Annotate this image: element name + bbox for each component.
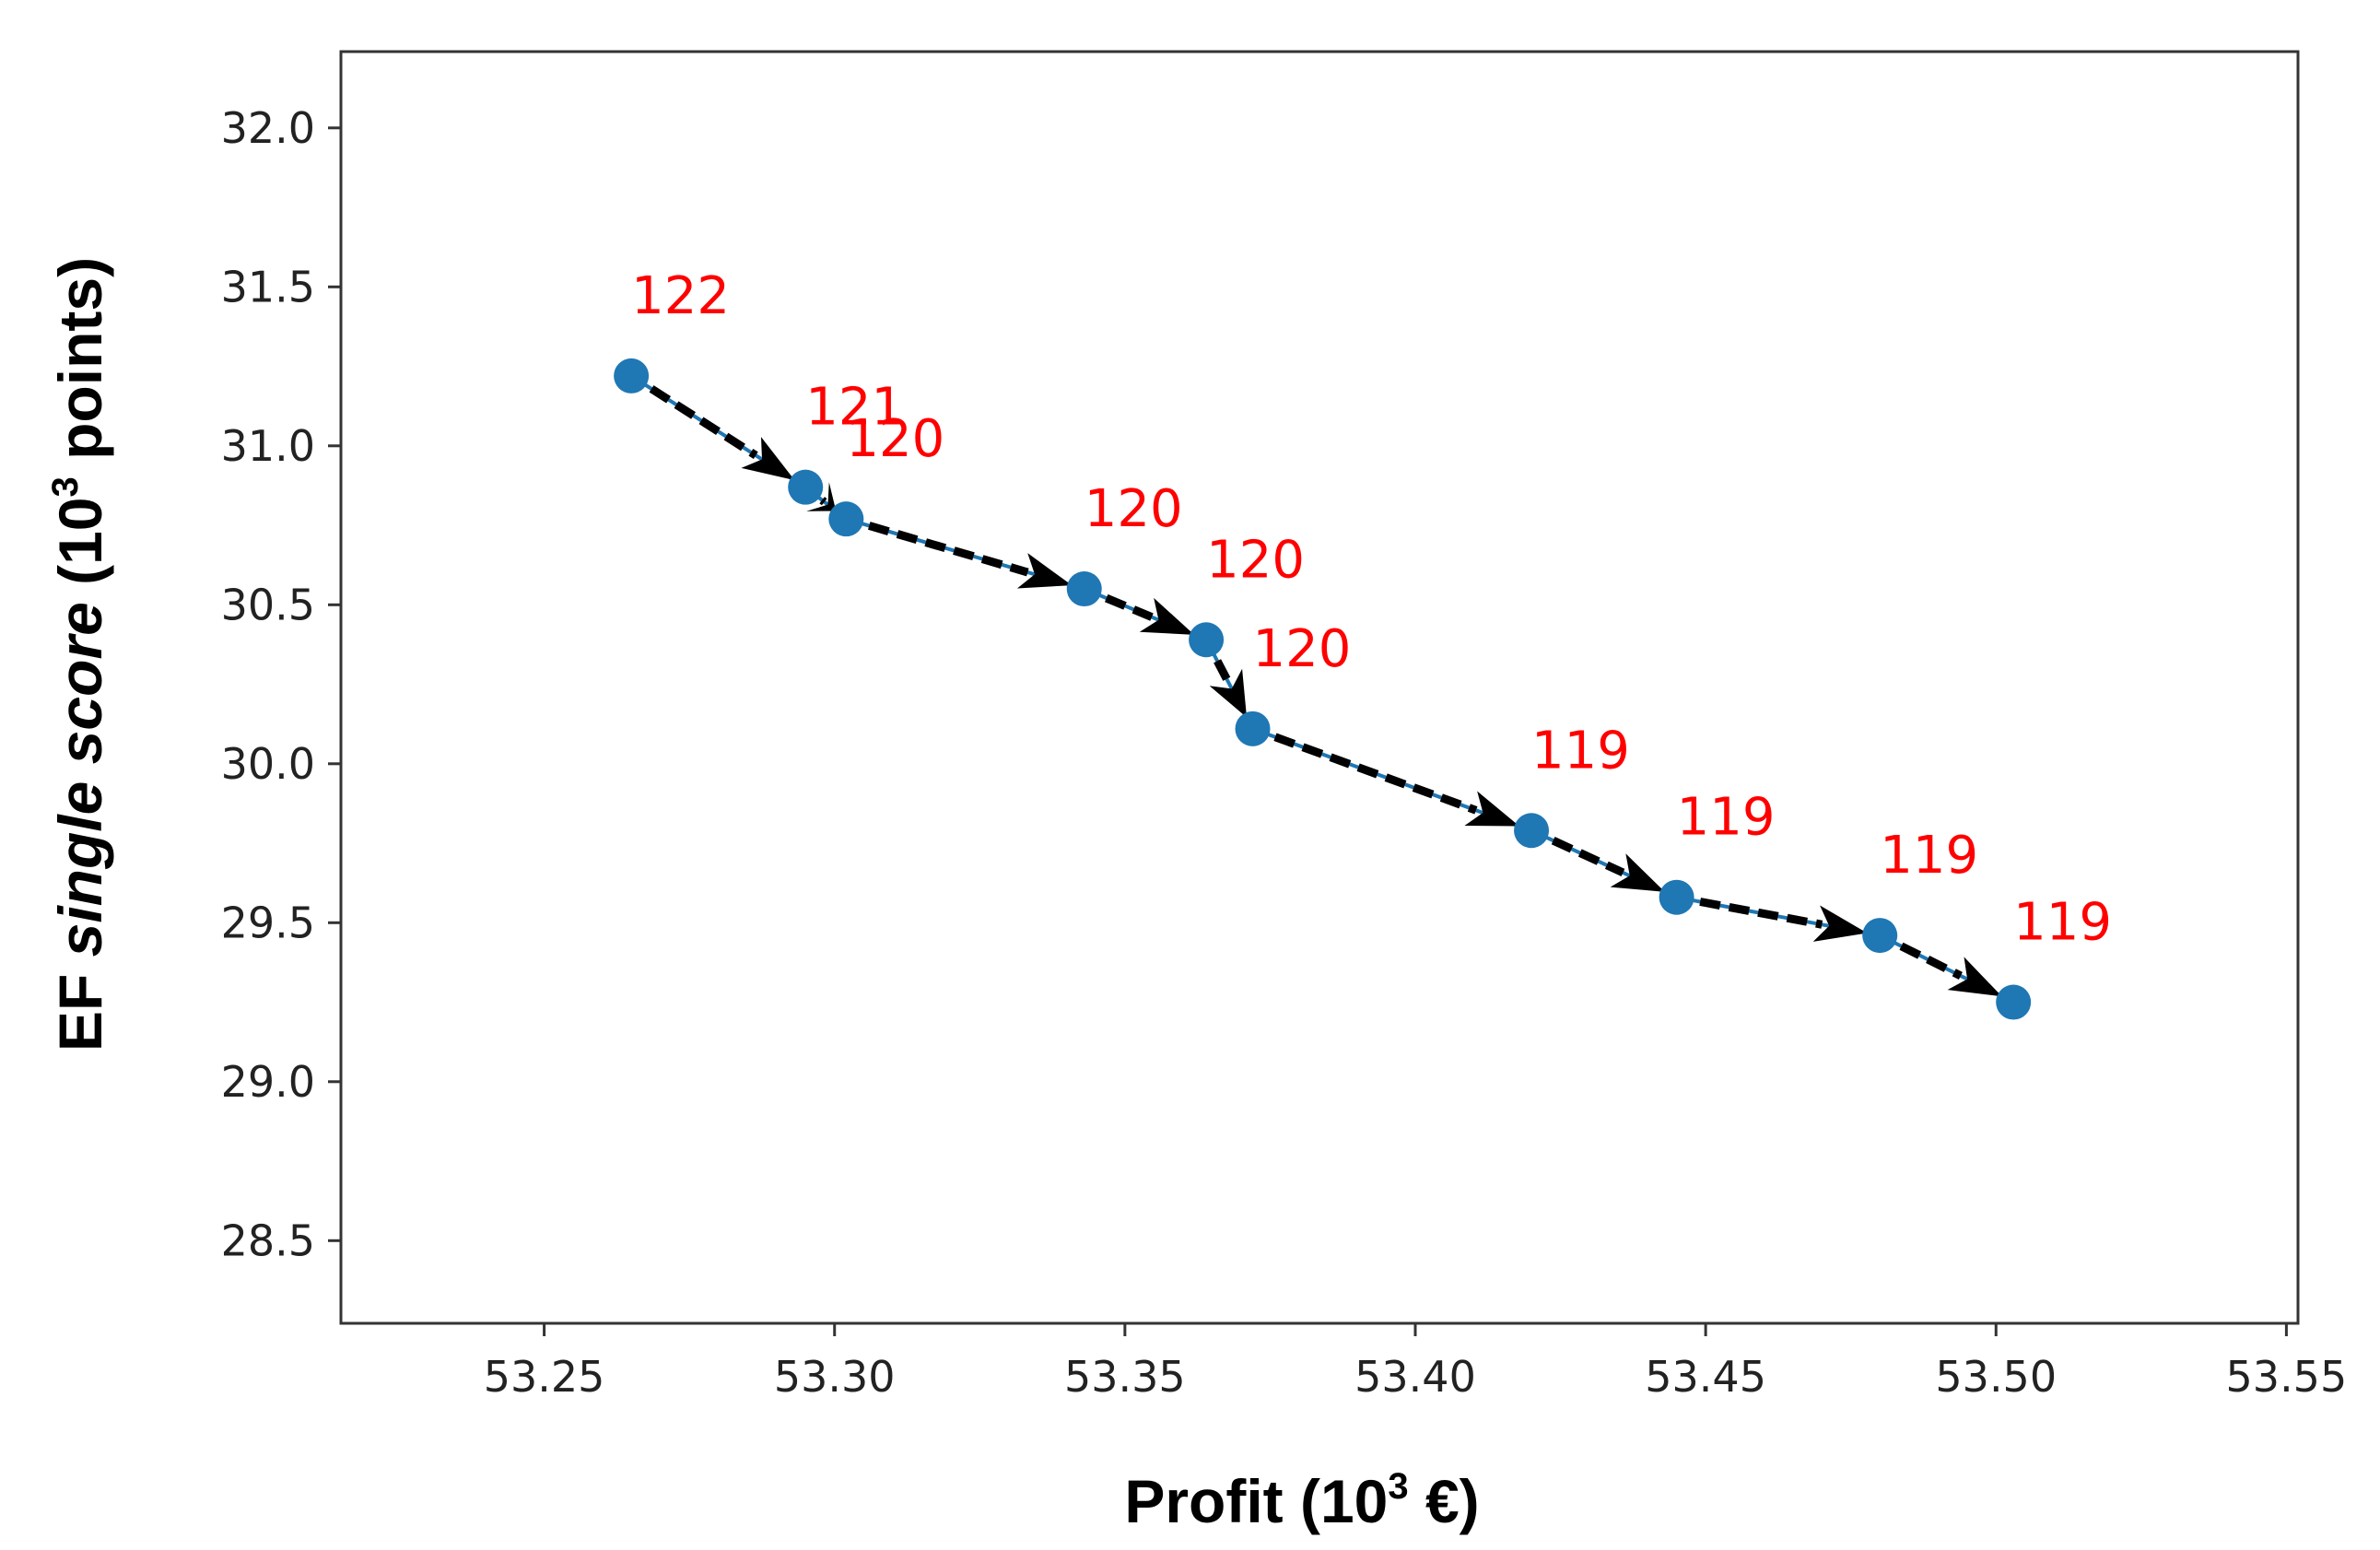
arrow-head: [806, 482, 837, 511]
x-axis: 53.25 53.30 53.35 53.40 53.45 53.50 53.55: [484, 1323, 2348, 1402]
x-axis-title-superscript: 3: [1388, 1466, 1408, 1507]
data-point: [1659, 879, 1694, 915]
arrow-shaft: [1105, 593, 1154, 621]
y-tick-label: 29.0: [221, 1057, 315, 1107]
series-line: [630, 374, 2015, 1004]
arrow-group: [649, 385, 2002, 997]
arrow-shaft: [1899, 942, 1963, 980]
y-tick-label: 31.0: [221, 421, 315, 471]
point-annotation: 120: [1206, 530, 1305, 590]
point-annotation: 119: [2013, 893, 2112, 953]
x-axis-title: Profit (103 €): [1124, 1466, 1479, 1535]
arrow-head: [1209, 668, 1248, 718]
data-point: [1235, 710, 1271, 746]
y-tick-label: 30.0: [221, 739, 315, 789]
arrow-head: [1016, 553, 1073, 589]
x-tick-label: 53.50: [1935, 1352, 2057, 1402]
arrow-head: [1947, 957, 2002, 997]
y-axis-title: EF single score (103 points): [45, 257, 114, 1051]
arrow-shaft: [1699, 898, 1823, 929]
arrow-shaft: [868, 522, 1029, 577]
x-tick-label: 53.40: [1354, 1352, 1476, 1402]
data-point: [614, 358, 650, 393]
y-axis-title-part: (10: [46, 497, 114, 602]
y-tick-label: 30.5: [221, 580, 315, 629]
arrow-shaft: [1273, 733, 1478, 815]
plot-frame: [339, 50, 2300, 1325]
arrow-shaft: [649, 385, 758, 459]
data-point: [828, 501, 864, 537]
y-tick-label: 28.5: [221, 1215, 315, 1265]
data-point: [1514, 813, 1550, 849]
series-line-group: [630, 374, 2015, 1004]
point-annotation: 122: [631, 266, 730, 326]
point-annotation: 119: [1880, 826, 1978, 886]
point-annotation: 120: [846, 409, 944, 469]
arrow-head: [1139, 597, 1195, 635]
point-annotation: 121: [805, 378, 904, 438]
data-point: [1862, 918, 1898, 954]
arrow-head: [741, 437, 795, 481]
x-tick-label: 53.45: [1645, 1352, 1766, 1402]
x-axis-title-part: Profit (10: [1124, 1467, 1388, 1535]
y-axis-title-superscript: 3: [45, 476, 86, 497]
data-point: [1189, 622, 1225, 658]
y-tick-label: 29.5: [221, 898, 315, 947]
x-tick-label: 53.25: [484, 1352, 605, 1402]
x-tick-label: 53.30: [774, 1352, 896, 1402]
y-axis-title-part: points): [46, 257, 114, 476]
x-tick-label: 53.35: [1064, 1352, 1186, 1402]
arrow-head: [1812, 905, 1868, 942]
arrow-head: [1464, 791, 1519, 827]
x-tick-label: 53.55: [2226, 1352, 2348, 1402]
arrow-shaft: [1213, 659, 1233, 685]
data-point: [788, 469, 824, 505]
point-annotation: 119: [1531, 721, 1630, 781]
y-axis: 28.5 29.0 29.5 30.0 30.5 31.0 31.5 32.0: [221, 103, 341, 1265]
y-axis-title-part: EF: [46, 957, 114, 1051]
x-axis-title-part: €): [1409, 1467, 1480, 1535]
point-annotation: 120: [1084, 479, 1183, 539]
data-point: [1066, 571, 1102, 607]
arrow-head: [1610, 853, 1665, 892]
arrow-shaft: [819, 497, 827, 506]
point-group: [614, 358, 2032, 1020]
point-annotation: 119: [1677, 788, 1776, 848]
point-annotation: 120: [1253, 619, 1352, 679]
arrow-shaft: [1551, 837, 1625, 877]
y-tick-label: 32.0: [221, 103, 315, 153]
y-tick-label: 31.5: [221, 262, 315, 311]
y-axis-title-italic: single score: [46, 602, 114, 957]
data-point: [1996, 984, 2032, 1020]
